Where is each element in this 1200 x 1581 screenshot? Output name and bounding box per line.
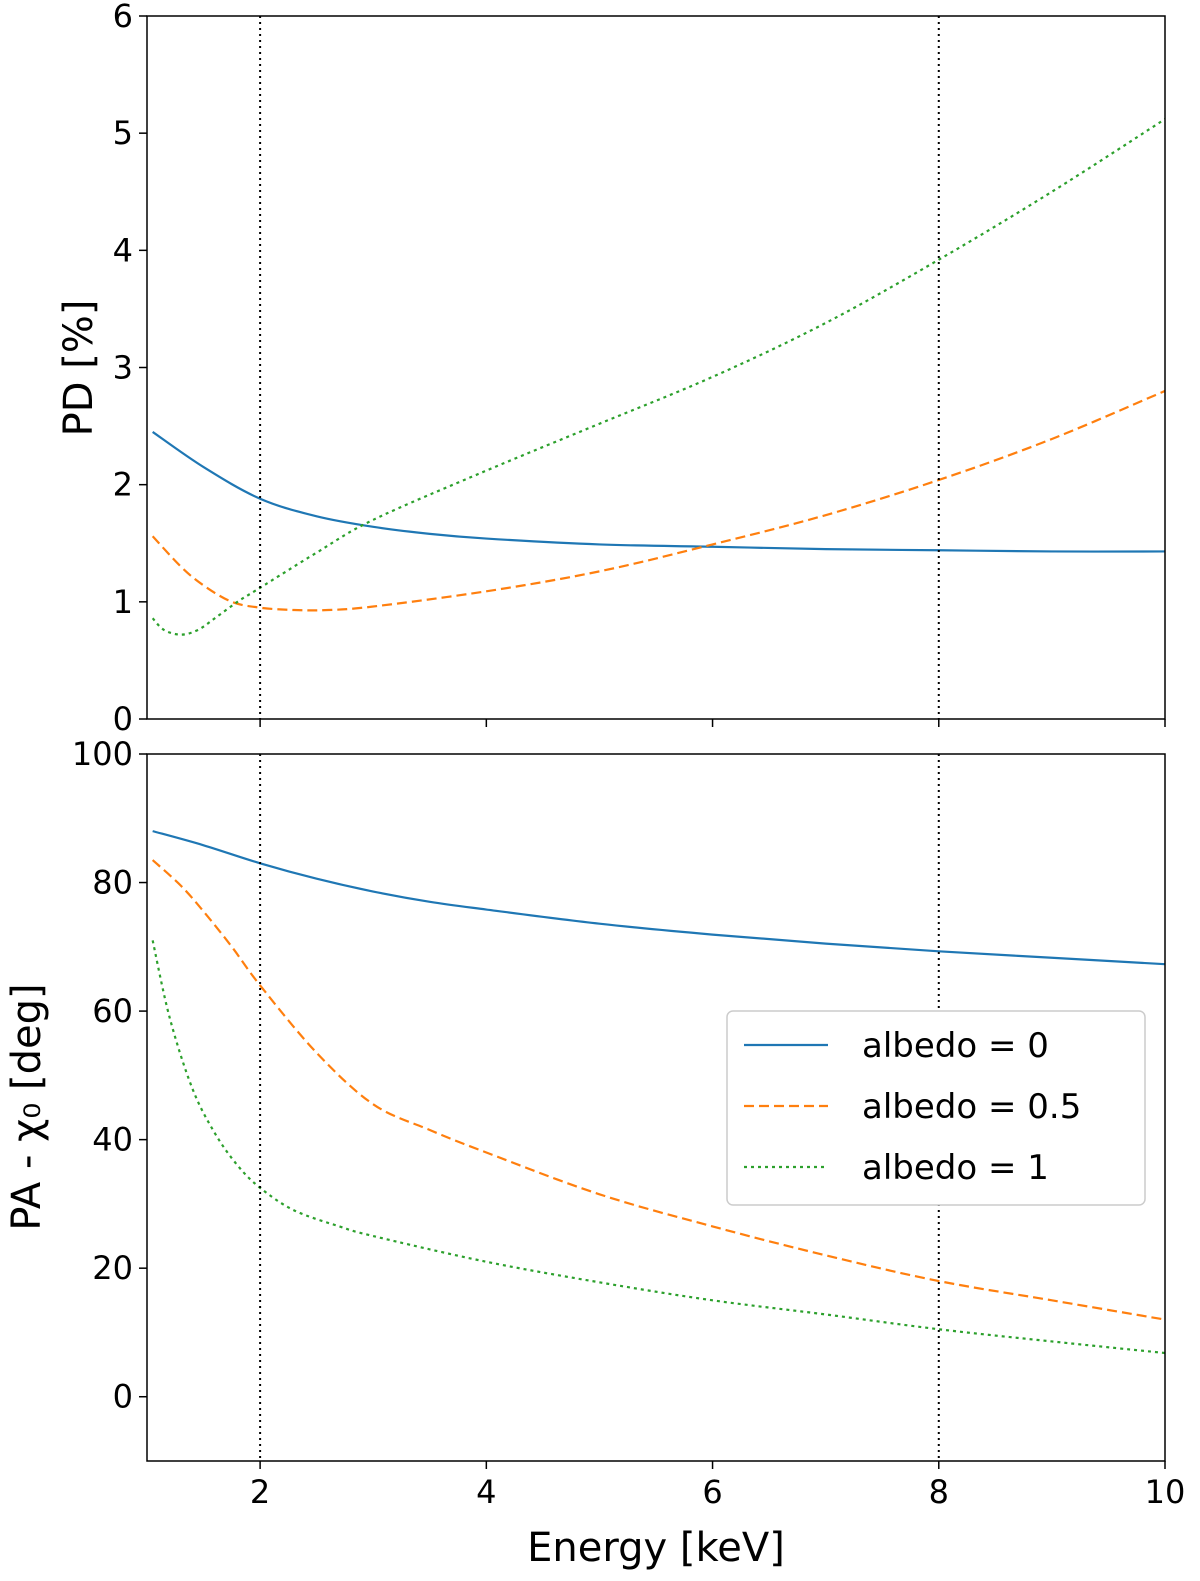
pa-axes-frame <box>146 753 1166 1462</box>
pa-y-tick-label-0: 0 <box>113 1378 133 1416</box>
legend: albedo = 0 albedo = 0.5 albedo = 1 <box>726 1010 1146 1206</box>
pd-panel: 0 1 2 3 4 5 6 PD [%] <box>56 0 1166 738</box>
legend-label-0: albedo = 0 <box>862 1026 1049 1066</box>
pd-y-axis-label: PD [%] <box>56 300 102 437</box>
pd-y-tick-label-0: 0 <box>113 700 133 738</box>
pd-y-tick-label-6: 6 <box>113 0 133 35</box>
pa-y-tick-label-2: 40 <box>92 1121 133 1159</box>
pa-x-tick-label-2: 6 <box>702 1473 722 1511</box>
legend-label-1: albedo = 0.5 <box>862 1087 1081 1127</box>
pd-y-tick-label-2: 2 <box>113 466 133 504</box>
pa-x-tick-label-1: 4 <box>476 1473 496 1511</box>
pd-y-tick-label-1: 1 <box>113 583 133 621</box>
pa-y-tick-label-4: 80 <box>92 864 133 902</box>
pa-series-line-2 <box>151 940 1166 1355</box>
legend-box <box>726 1010 1146 1206</box>
pa-y-tick-label-1: 20 <box>92 1249 133 1287</box>
x-axis-label: Energy [keV] <box>527 1525 785 1571</box>
pd-y-tick-label-5: 5 <box>113 114 133 152</box>
pd-axes-frame <box>146 15 1166 720</box>
pa-y-tick-label-5: 100 <box>72 735 133 773</box>
pa-series-line-1 <box>151 859 1166 1321</box>
legend-label-2: albedo = 1 <box>862 1148 1049 1188</box>
pa-y-axis-label: PA - χ₀ [deg] <box>4 983 50 1230</box>
pa-x-tick-label-0: 2 <box>250 1473 270 1511</box>
pd-y-tick-label-4: 4 <box>113 231 133 269</box>
pa-series-line-0 <box>152 830 1166 966</box>
pa-y-tick-label-3: 60 <box>92 992 133 1030</box>
pd-y-tick-label-3: 3 <box>113 349 133 387</box>
pd-series-line-2 <box>151 118 1166 636</box>
pd-series-line-0 <box>152 431 1166 553</box>
pa-x-tick-label-4: 10 <box>1145 1473 1186 1511</box>
pa-x-tick-label-3: 8 <box>929 1473 949 1511</box>
